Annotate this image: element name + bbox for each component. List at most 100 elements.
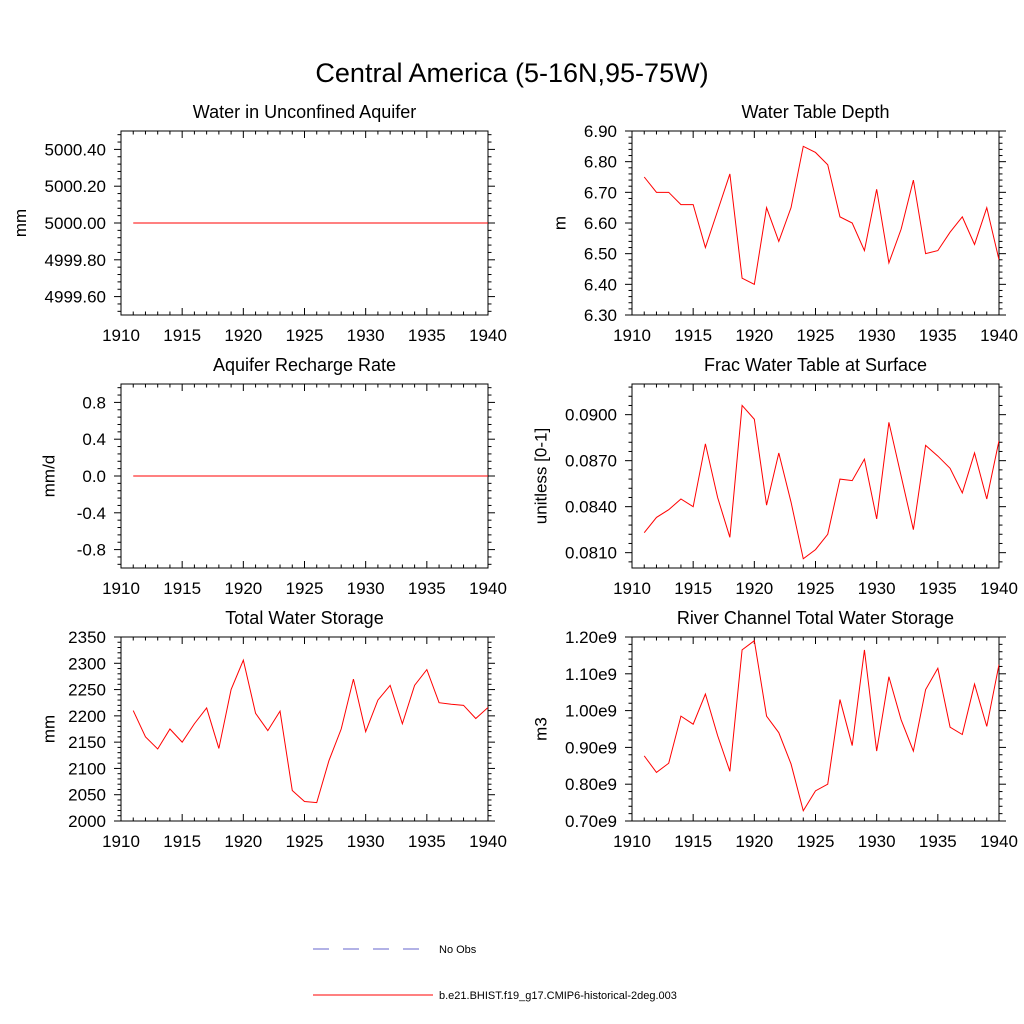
x-tick-label: 1935: [919, 832, 957, 851]
y-tick-label: 0.0810: [565, 544, 617, 563]
panel-total-water-storage: Total Water Storage 1910 1915 1920 1925 1930 1…: [39, 608, 507, 851]
y-tick-label: 5000.40: [45, 140, 106, 159]
legend-label-model-run: b.e21.BHIST.f19_g17.CMIP6-historical-2de…: [439, 990, 677, 1002]
x-tick-label: 1920: [735, 579, 773, 598]
panels: Water in Unconfined Aquifer 1910 1915 1920 1…: [11, 102, 1018, 851]
y-tick-label: -0.8: [77, 541, 106, 560]
panel-water-table-depth: Water Table Depth 1910 1915 1920 1925 1930 193…: [550, 102, 1018, 345]
y-tick-label: 6.60: [584, 214, 617, 233]
series-line-0: [643, 145, 999, 286]
y-tick-label: 0.4: [82, 430, 106, 449]
legend-label-no-obs: No Obs: [439, 944, 477, 956]
x-tick-label: 1940: [980, 832, 1018, 851]
plot-frame: [631, 383, 1000, 569]
y-tick-label: 2300: [68, 654, 106, 673]
x-tick-label: 1930: [858, 326, 896, 345]
y-tick-label: 5000.00: [45, 214, 106, 233]
y-tick-label: 2150: [68, 733, 106, 752]
y-tick-label: 1.00e9: [565, 702, 617, 721]
y-tick-label: 2250: [68, 681, 106, 700]
series-line-0: [643, 639, 999, 812]
panel-title: Water Table Depth: [741, 102, 889, 122]
y-tick-label: 0.0840: [565, 498, 617, 517]
x-tick-label: 1915: [674, 832, 712, 851]
y-tick-label: 2350: [68, 628, 106, 647]
x-tick-label: 1920: [224, 579, 262, 598]
x-tick-label: 1925: [286, 832, 324, 851]
x-tick-label: 1935: [919, 326, 957, 345]
panel-aquifer-recharge-rate: Aquifer Recharge Rate 1910 1915 1920 1925 193…: [39, 355, 507, 598]
y-tick-label: 6.40: [584, 275, 617, 294]
x-tick-label: 1935: [919, 579, 957, 598]
x-tick-label: 1930: [858, 579, 896, 598]
y-axis-label: m: [550, 216, 569, 230]
y-tick-label: 4999.80: [45, 251, 106, 270]
x-tick-label: 1925: [797, 832, 835, 851]
y-tick-label: 2200: [68, 707, 106, 726]
panel-river-channel-total-water-storage: River Channel Total Water Storage 1910 191…: [532, 608, 1018, 851]
y-tick-label: 5000.20: [45, 177, 106, 196]
y-tick-label: 1.10e9: [565, 665, 617, 684]
x-tick-label: 1940: [469, 579, 507, 598]
y-axis-label: mm: [39, 715, 58, 743]
y-axis-label: m3: [532, 717, 551, 741]
panel-water-in-unconfined-aquifer: Water in Unconfined Aquifer 1910 1915 1920 1…: [11, 102, 507, 345]
y-tick-label: 6.70: [584, 183, 617, 202]
y-tick-label: 0.8: [82, 393, 106, 412]
series-line-0: [132, 658, 488, 804]
x-tick-label: 1925: [286, 579, 324, 598]
x-tick-label: 1935: [408, 832, 446, 851]
x-tick-label: 1925: [797, 326, 835, 345]
plot-frame: [631, 130, 1000, 316]
y-tick-label: 2000: [68, 812, 106, 831]
y-axis-label: mm/d: [39, 455, 58, 498]
main-title: Central America (5-16N,95-75W): [315, 58, 708, 88]
x-tick-label: 1930: [347, 326, 385, 345]
panel-frac-water-table-at-surface: Frac Water Table at Surface 1910 1915 1920 1…: [532, 355, 1018, 598]
x-tick-label: 1910: [613, 326, 651, 345]
x-tick-label: 1925: [797, 579, 835, 598]
series-line-0: [643, 404, 999, 560]
x-tick-label: 1915: [163, 326, 201, 345]
x-tick-label: 1930: [347, 832, 385, 851]
y-tick-label: 0.80e9: [565, 775, 617, 794]
plot-frame: [120, 636, 489, 822]
y-tick-label: 6.80: [584, 153, 617, 172]
x-tick-label: 1920: [224, 326, 262, 345]
x-tick-label: 1910: [613, 832, 651, 851]
x-tick-label: 1910: [102, 326, 140, 345]
y-tick-label: 6.30: [584, 306, 617, 325]
x-tick-label: 1930: [347, 579, 385, 598]
x-tick-label: 1940: [469, 832, 507, 851]
y-axis-label: mm: [11, 209, 30, 237]
y-tick-label: 0.90e9: [565, 738, 617, 757]
x-tick-label: 1940: [469, 326, 507, 345]
panel-title: River Channel Total Water Storage: [677, 608, 954, 628]
plot-frame: [631, 636, 1000, 822]
y-tick-label: 0.70e9: [565, 812, 617, 831]
x-tick-label: 1915: [163, 579, 201, 598]
x-tick-label: 1915: [674, 579, 712, 598]
y-tick-label: 2050: [68, 786, 106, 805]
x-tick-label: 1915: [674, 326, 712, 345]
panel-title: Total Water Storage: [225, 608, 383, 628]
panel-title: Aquifer Recharge Rate: [213, 355, 396, 375]
x-tick-label: 1935: [408, 326, 446, 345]
panel-title: Frac Water Table at Surface: [704, 355, 927, 375]
x-tick-label: 1930: [858, 832, 896, 851]
x-tick-label: 1925: [286, 326, 324, 345]
y-tick-label: -0.4: [77, 504, 106, 523]
x-tick-label: 1920: [224, 832, 262, 851]
x-tick-label: 1920: [735, 326, 773, 345]
x-tick-label: 1940: [980, 326, 1018, 345]
y-tick-label: 0.0: [82, 467, 106, 486]
x-tick-label: 1910: [613, 579, 651, 598]
y-tick-label: 1.20e9: [565, 628, 617, 647]
x-tick-label: 1910: [102, 832, 140, 851]
y-tick-label: 4999.60: [45, 288, 106, 307]
legend: No Obs b.e21.BHIST.f19_g17.CMIP6-histori…: [313, 944, 677, 1002]
x-tick-label: 1915: [163, 832, 201, 851]
y-tick-label: 2100: [68, 759, 106, 778]
x-tick-label: 1935: [408, 579, 446, 598]
